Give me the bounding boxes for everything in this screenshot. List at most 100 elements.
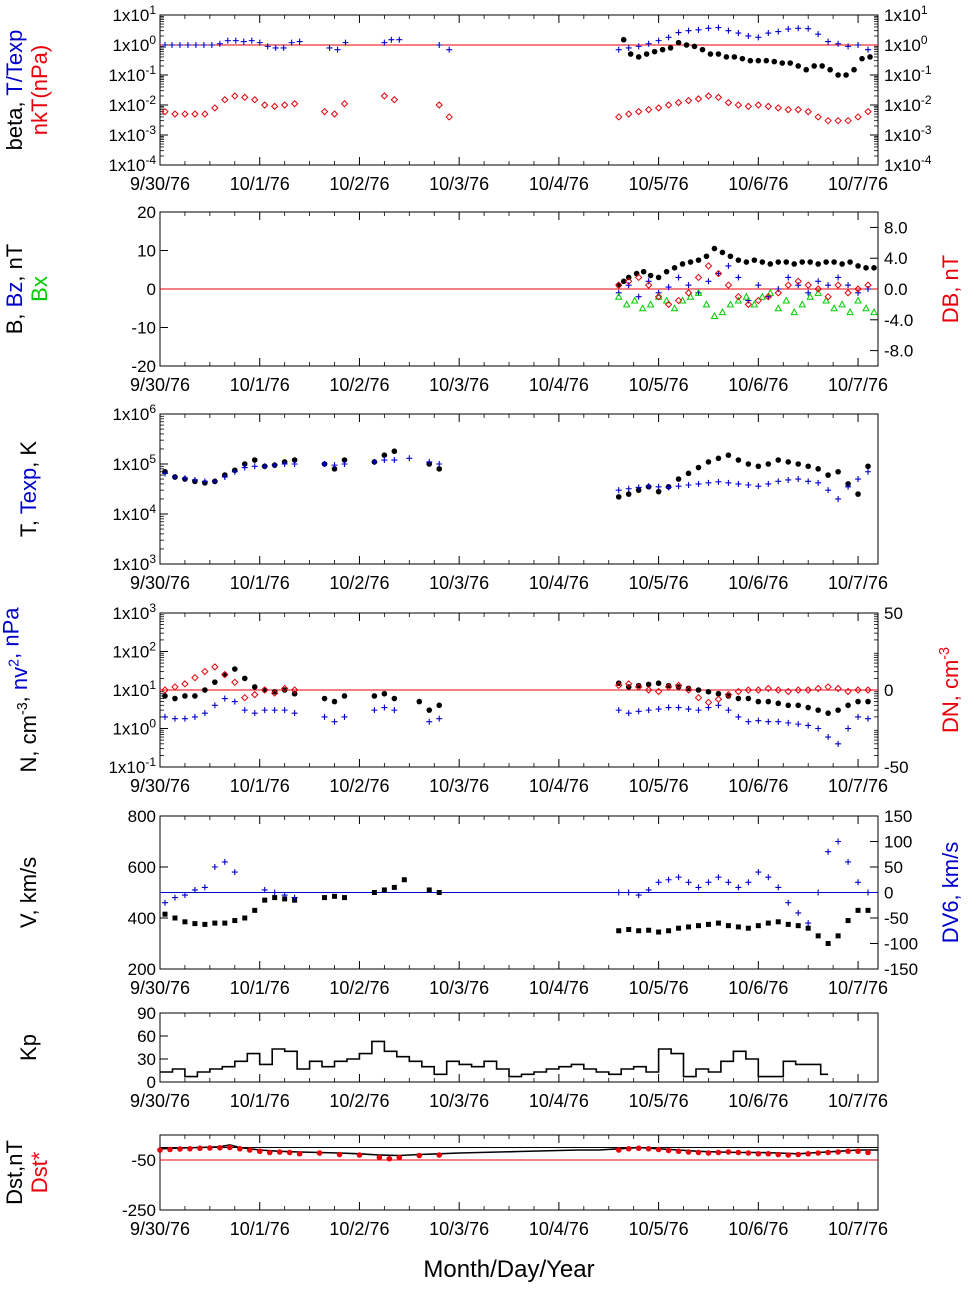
x-tick-label: 10/6/76 <box>728 573 788 593</box>
data-point <box>735 274 742 281</box>
data-point <box>655 37 662 44</box>
y-axis-label: V, km/s <box>16 857 41 928</box>
data-point <box>321 695 328 702</box>
data-point <box>426 707 433 713</box>
data-point <box>845 702 851 709</box>
data-point <box>775 700 782 707</box>
data-point <box>675 874 682 881</box>
y-tick-label: 1x10-3 <box>108 123 156 145</box>
data-point <box>795 1151 802 1158</box>
series-B-0 <box>615 245 877 288</box>
data-point <box>291 690 298 697</box>
data-point <box>806 292 815 300</box>
data-point <box>724 281 733 289</box>
data-point <box>272 895 278 901</box>
y-tick-label-right: 1x10-2 <box>884 93 932 115</box>
x-tick-label: 10/5/76 <box>629 1219 689 1239</box>
data-point <box>865 463 871 470</box>
data-point <box>356 1152 363 1158</box>
data-point <box>754 101 763 109</box>
data-point <box>638 304 647 312</box>
data-point <box>834 116 842 125</box>
data-point <box>201 884 208 891</box>
plot-frame <box>159 413 879 565</box>
y-tick-label: 600 <box>128 858 156 877</box>
x-tick-label: 10/3/76 <box>429 174 489 194</box>
y-axis-label-secondary: nkT(nPa) <box>27 45 52 135</box>
y-tick-label: 1x106 <box>112 402 156 424</box>
data-point <box>241 675 248 682</box>
data-point <box>222 671 228 678</box>
data-point <box>714 269 723 278</box>
data-point <box>670 304 679 312</box>
data-point <box>725 27 732 34</box>
data-point <box>435 101 443 109</box>
data-point <box>785 274 792 281</box>
data-point <box>835 495 842 502</box>
data-point <box>633 270 640 277</box>
y-tick-label: -250 <box>122 1201 156 1220</box>
y-tick-label: 1x10-1 <box>108 755 156 777</box>
y-tick-label-right: 4.0 <box>884 249 908 268</box>
y-tick-label-right: 8.0 <box>884 218 908 237</box>
data-point <box>871 265 877 271</box>
data-point <box>744 102 753 111</box>
series-N-0 <box>162 666 871 716</box>
data-point <box>765 874 772 881</box>
series-V-1 <box>161 838 872 927</box>
data-point <box>845 483 852 490</box>
data-point <box>745 32 752 39</box>
data-point <box>847 259 853 265</box>
data-point <box>207 1145 213 1151</box>
data-point <box>251 690 259 699</box>
data-point <box>635 708 642 715</box>
data-point <box>686 292 695 300</box>
data-point <box>645 278 652 285</box>
data-point <box>695 884 702 891</box>
data-point <box>161 899 168 906</box>
data-point <box>765 30 772 37</box>
data-point <box>765 1150 772 1157</box>
data-point <box>755 869 762 876</box>
data-point <box>855 713 862 720</box>
x-tick-label: 9/30/76 <box>130 1219 190 1239</box>
data-point <box>827 66 833 73</box>
data-point <box>251 457 258 463</box>
data-point <box>775 28 782 35</box>
panel-V: 800 600 400 200 150 100 50 0 -50 -100 -150 9/30/76 1… <box>16 807 963 998</box>
data-point <box>814 288 823 296</box>
x-tick-label: 10/4/76 <box>529 1219 589 1239</box>
data-point <box>834 281 842 289</box>
data-point <box>181 892 188 899</box>
data-point <box>755 923 761 929</box>
plot-frame <box>159 1134 879 1211</box>
data-point <box>665 34 672 41</box>
data-point <box>794 105 802 114</box>
data-point <box>825 941 831 946</box>
data-point <box>331 462 338 469</box>
data-point <box>655 680 662 687</box>
data-point <box>845 858 852 865</box>
data-point <box>795 923 801 929</box>
data-point <box>784 281 792 289</box>
data-point <box>177 1146 183 1152</box>
y-tick-label-right: 150 <box>884 807 912 826</box>
data-point <box>755 483 762 490</box>
data-point <box>208 42 215 48</box>
x-tick-label: 10/5/76 <box>629 1091 689 1111</box>
data-point <box>191 713 198 720</box>
data-point <box>655 488 662 495</box>
data-point <box>864 107 872 116</box>
x-tick-label: 10/5/76 <box>629 573 689 593</box>
data-point <box>851 66 857 73</box>
data-point <box>845 725 852 732</box>
data-point <box>735 884 742 891</box>
x-tick-label: 10/3/76 <box>429 1091 489 1111</box>
data-point <box>202 687 208 693</box>
series-B-1 <box>615 262 872 304</box>
data-point <box>696 923 701 929</box>
data-point <box>634 107 643 116</box>
data-point <box>735 1149 742 1156</box>
data-point <box>321 713 328 720</box>
series-B-2 <box>614 288 878 319</box>
